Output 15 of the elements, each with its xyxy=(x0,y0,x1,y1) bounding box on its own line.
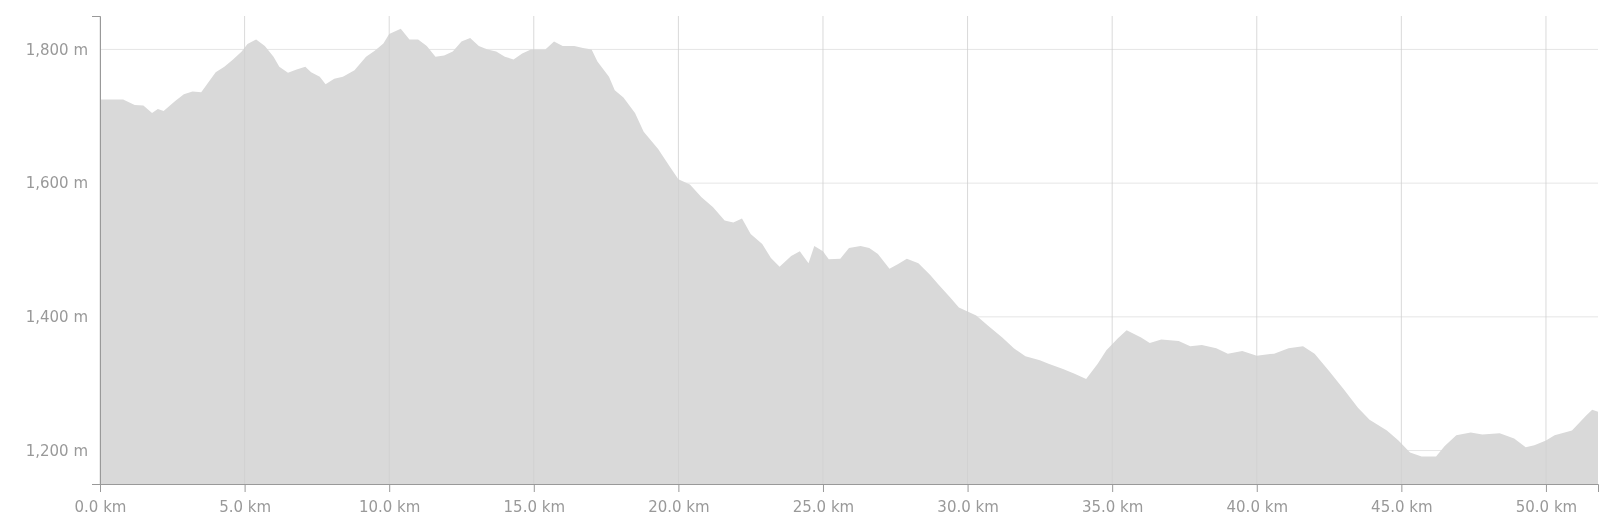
x-tick-label: 50.0 km xyxy=(1515,497,1578,516)
x-tick-label: 15.0 km xyxy=(503,497,566,516)
x-tick-label: 20.0 km xyxy=(648,497,710,516)
y-tick-label: 1,800 m xyxy=(25,40,88,59)
x-tick-label: 25.0 km xyxy=(792,497,855,516)
y-tick-label: 1,400 m xyxy=(25,308,88,327)
x-tick-label: 10.0 km xyxy=(358,497,421,516)
y-tick-label: 1,600 m xyxy=(25,174,88,193)
x-tick-label: 30.0 km xyxy=(937,497,999,516)
x-tick-label: 0.0 km xyxy=(74,497,127,516)
x-tick-label: 45.0 km xyxy=(1371,497,1433,516)
x-tick-label: 5.0 km xyxy=(219,497,272,516)
x-tick-label: 40.0 km xyxy=(1226,497,1288,516)
y-tick-label: 1,200 m xyxy=(25,441,88,460)
x-tick-label: 35.0 km xyxy=(1081,497,1144,516)
